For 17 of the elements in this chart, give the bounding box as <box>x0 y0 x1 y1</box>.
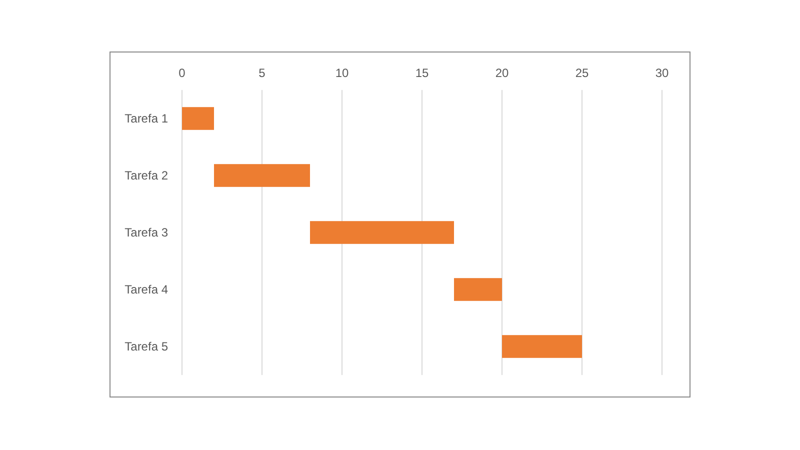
bar <box>454 278 502 301</box>
x-tick-label: 20 <box>495 66 509 80</box>
x-tick-label: 30 <box>655 66 669 80</box>
bar <box>502 335 582 358</box>
x-tick-label: 10 <box>335 66 349 80</box>
bar <box>310 221 454 244</box>
y-tick-label: Tarefa 3 <box>124 226 168 240</box>
bar <box>214 164 310 187</box>
y-tick-label: Tarefa 4 <box>124 282 168 296</box>
x-tick-label: 25 <box>575 66 589 80</box>
y-tick-label: Tarefa 2 <box>124 168 168 182</box>
x-tick-label: 15 <box>415 66 429 80</box>
x-tick-label: 5 <box>258 66 266 80</box>
x-tick-label: 0 <box>178 66 186 80</box>
bar <box>182 107 214 130</box>
y-tick-label: Tarefa 5 <box>124 340 168 354</box>
y-tick-label: Tarefa 1 <box>124 112 168 126</box>
